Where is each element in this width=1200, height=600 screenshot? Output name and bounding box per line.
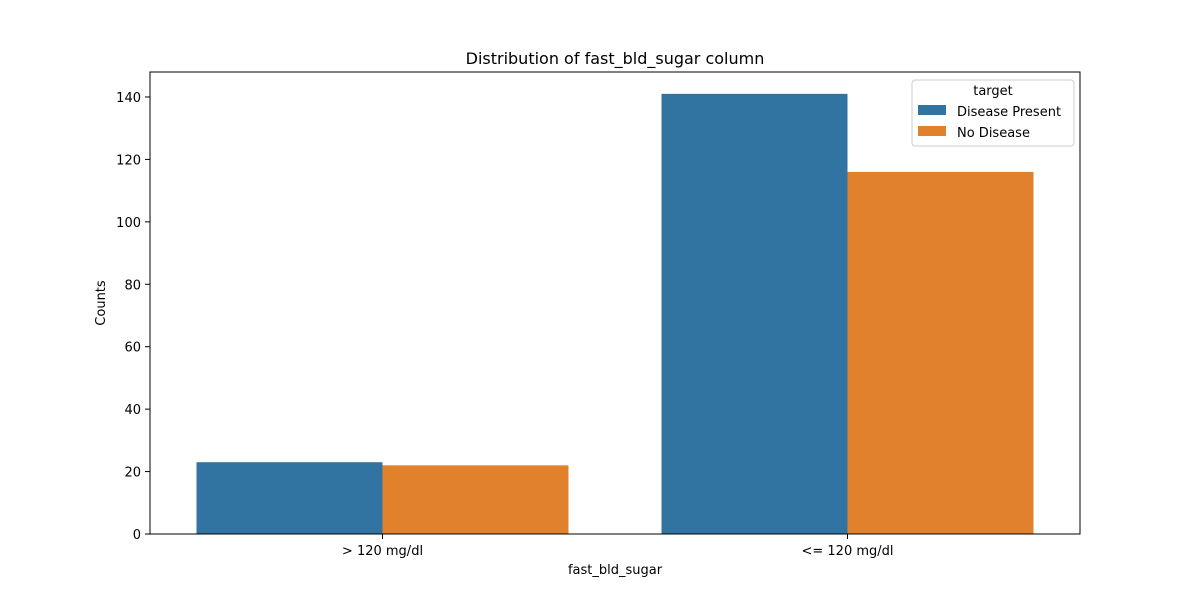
y-tick-label: 80 [124,278,141,293]
plot-frame [149,71,1081,535]
legend-swatch-disease-present [918,105,946,115]
y-tick-label: 60 [124,341,141,356]
legend: target Disease Present No Disease [911,79,1075,147]
x-axis-title: fast_bld_sugar [568,563,663,578]
y-tick-label: 140 [116,91,141,106]
bar-no-disease-120-mg-dl [847,171,1034,534]
y-tick-label: 120 [116,153,141,168]
legend-frame [911,79,1075,147]
bars-group [196,93,1034,534]
x-axis-ticks: > 120 mg/dl <= 120 mg/dl [342,534,894,559]
y-axis-ticks: 0 20 40 60 80 100 120 140 [116,91,150,543]
y-tick-label: 40 [124,403,141,418]
legend-label-no-disease: No Disease [957,126,1030,141]
legend-title: target [973,84,1013,99]
legend-swatch-no-disease [918,126,946,136]
x-tick-label: <= 120 mg/dl [801,544,893,559]
bar-no-disease-120-mg-dl [382,465,569,534]
y-tick-label: 0 [133,528,141,543]
bar-disease-present-120-mg-dl [661,93,848,534]
legend-label-disease-present: Disease Present [957,105,1061,120]
bar-disease-present-120-mg-dl [196,462,383,534]
chart-title: Distribution of fast_bld_sugar column [466,49,765,69]
y-axis-title: Counts [94,280,109,326]
y-tick-label: 20 [124,466,141,481]
y-tick-label: 100 [116,216,141,231]
x-tick-label: > 120 mg/dl [342,544,423,559]
